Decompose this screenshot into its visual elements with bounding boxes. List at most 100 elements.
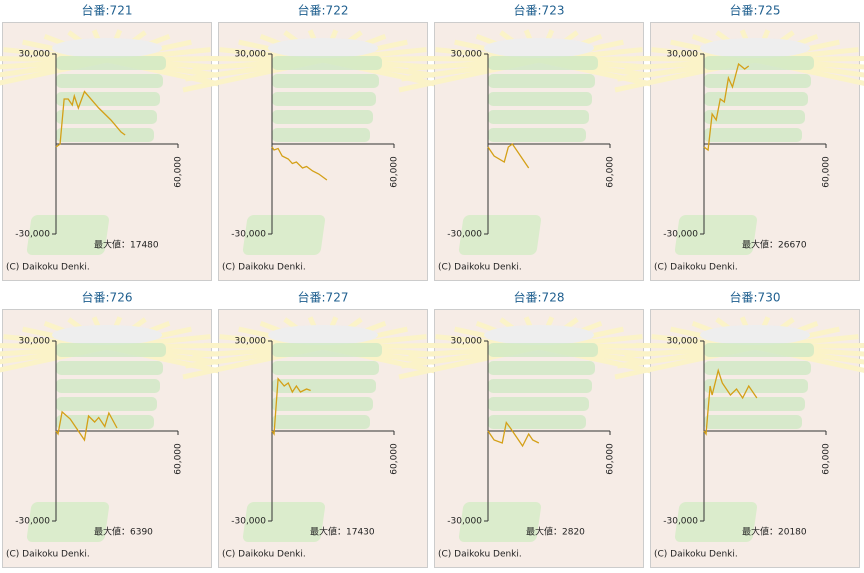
decor-tier: [272, 56, 382, 70]
credit: (C) Daikoku Denki.: [222, 550, 306, 560]
chart-panel: 台番:722 30,000 -30,000 60,000 (C) Daikoku Den…: [182, 3, 464, 281]
max-value-label: 最大値：2820: [526, 526, 585, 538]
chart-title[interactable]: 台番:730: [730, 290, 781, 305]
decor-balls: [484, 325, 594, 345]
decor-tray: [26, 502, 109, 542]
decor-balls: [268, 325, 378, 345]
decor-balls: [52, 38, 162, 58]
decor-tier: [56, 74, 163, 88]
y-tick-label: -30,000: [15, 517, 50, 527]
y-tick-label: -30,000: [231, 517, 266, 527]
decor-tier: [56, 92, 160, 106]
chart-panel: 台番:728 30,000 -30,000 60,000 最大値：2820 (C) Dai…: [398, 290, 680, 568]
decor-tier: [488, 92, 592, 106]
decor-tier: [704, 397, 805, 411]
decor-tier: [56, 110, 157, 124]
chart-panel: 台番:730 30,000 -30,000 60,000 最大値：20180 (C) Da…: [614, 290, 864, 568]
decor-tier: [704, 128, 802, 142]
decor-tier: [488, 361, 595, 375]
x-tick-label: 60,000: [390, 156, 400, 188]
decor-tray: [26, 215, 109, 255]
chart-panel: 台番:721 30,000 -30,000 60,000 最大値：17480 (C) Da…: [0, 3, 248, 281]
decor-balls: [700, 38, 810, 58]
credit: (C) Daikoku Denki.: [6, 550, 90, 560]
decor-tray: [242, 215, 325, 255]
decor-tray: [458, 215, 541, 255]
max-value-label: 最大値：20180: [742, 526, 807, 538]
decor-tier: [704, 92, 808, 106]
data-line: [487, 143, 530, 169]
decor-tier: [488, 128, 586, 142]
x-tick-label: 60,000: [174, 156, 184, 188]
decor-tier: [704, 56, 814, 70]
credit: (C) Daikoku Denki.: [438, 263, 522, 273]
decor-balls: [484, 38, 594, 58]
max-value-label: 最大値：17480: [94, 239, 159, 251]
y-tick-label: -30,000: [663, 517, 698, 527]
credit: (C) Daikoku Denki.: [438, 550, 522, 560]
y-tick-label: -30,000: [663, 230, 698, 240]
chart-title[interactable]: 台番:722: [298, 3, 349, 18]
credit: (C) Daikoku Denki.: [654, 263, 738, 273]
decor-tier: [488, 56, 598, 70]
x-tick-label: 60,000: [606, 156, 616, 188]
decor-tier: [704, 415, 802, 429]
decor-tier: [272, 128, 370, 142]
decor-balls: [52, 325, 162, 345]
decor-tier: [272, 92, 376, 106]
y-tick-label: -30,000: [447, 230, 482, 240]
data-line: [703, 368, 758, 436]
data-line: [271, 146, 328, 181]
y-tick-label: -30,000: [15, 230, 50, 240]
y-tick-label: 30,000: [451, 50, 483, 60]
decor-balls: [700, 325, 810, 345]
decor-tier: [56, 397, 157, 411]
data-line: [271, 377, 311, 436]
chart-title[interactable]: 台番:728: [514, 290, 565, 305]
decor-tier: [704, 110, 805, 124]
decor-tier: [272, 74, 379, 88]
x-tick-label: 60,000: [390, 443, 400, 475]
decor-tier: [488, 110, 589, 124]
data-line: [55, 90, 126, 148]
decor-tier: [488, 379, 592, 393]
chart-title[interactable]: 台番:727: [298, 290, 349, 305]
max-value-label: 最大値：26670: [742, 239, 807, 251]
decor-tier: [704, 379, 808, 393]
decor-tier: [272, 379, 376, 393]
decor-tier: [56, 415, 154, 429]
y-tick-label: -30,000: [447, 517, 482, 527]
chart-title[interactable]: 台番:725: [730, 3, 781, 18]
y-tick-label: 30,000: [235, 337, 267, 347]
decor-tier: [272, 415, 370, 429]
decor-tier: [272, 343, 382, 357]
decor-tier: [704, 74, 811, 88]
decor-tray: [674, 215, 757, 255]
decor-tier: [272, 110, 373, 124]
x-tick-label: 60,000: [822, 156, 832, 188]
y-tick-label: 30,000: [19, 50, 51, 60]
y-tick-label: 30,000: [235, 50, 267, 60]
y-tick-label: -30,000: [231, 230, 266, 240]
decor-tier: [704, 343, 814, 357]
chart-panel: 台番:725 30,000 -30,000 60,000 最大値：26670 (C) Da…: [614, 3, 864, 281]
chart-title[interactable]: 台番:726: [82, 290, 133, 305]
y-tick-label: 30,000: [451, 337, 483, 347]
credit: (C) Daikoku Denki.: [6, 263, 90, 273]
decor-tier: [488, 343, 598, 357]
decor-balls: [268, 38, 378, 58]
x-tick-label: 60,000: [606, 443, 616, 475]
decor-tray: [458, 502, 541, 542]
max-value-label: 最大値：6390: [94, 526, 153, 538]
decor-tier: [488, 74, 595, 88]
chart-panel: 台番:726 30,000 -30,000 60,000 最大値：6390 (C) Dai…: [0, 290, 248, 568]
decor-tier: [272, 361, 379, 375]
x-tick-label: 60,000: [174, 443, 184, 475]
chart-title[interactable]: 台番:723: [514, 3, 565, 18]
decor-tier: [56, 343, 166, 357]
decor-tier: [704, 361, 811, 375]
y-tick-label: 30,000: [667, 337, 699, 347]
chart-title[interactable]: 台番:721: [82, 3, 133, 18]
